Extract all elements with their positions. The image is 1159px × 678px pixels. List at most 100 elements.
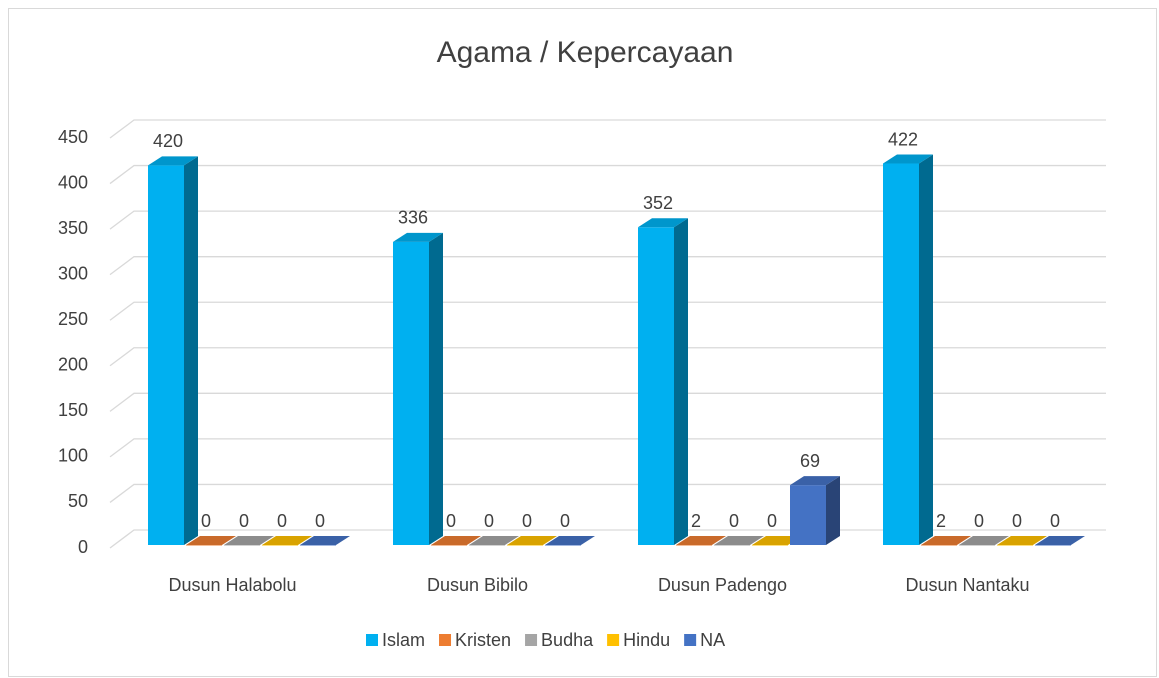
bar [469,545,505,546]
legend-label: Islam [382,630,425,650]
data-label: 0 [239,511,249,531]
bar-side [826,476,840,545]
legend-swatch [439,634,452,646]
legend-label: Kristen [455,630,511,650]
bar [545,545,581,546]
grid-line [109,347,1106,367]
y-tick-label: 400 [58,172,88,192]
bar [959,545,995,546]
data-label: 0 [484,511,494,531]
bar-top [545,536,595,545]
data-label: 0 [974,511,984,531]
y-tick-label: 350 [58,218,88,238]
y-tick-label: 300 [58,263,88,283]
bar-top [469,536,519,545]
bar [186,545,222,546]
data-label: 420 [153,131,183,151]
bar [997,545,1033,546]
bar [676,545,712,546]
bar-top [997,536,1047,545]
y-tick-label: 200 [58,355,88,375]
bar [790,485,826,545]
grid-line [109,210,1106,230]
x-tick-label: Dusun Bibilo [427,575,528,595]
y-tick-label: 0 [78,537,88,557]
bar-side [919,154,933,545]
legend-label: Hindu [623,630,670,650]
data-label: 422 [888,129,918,149]
data-label: 0 [522,511,532,531]
bar [714,545,750,546]
data-label: 0 [1012,511,1022,531]
y-tick-label: 50 [68,491,88,511]
y-tick-label: 250 [58,309,88,329]
grid-line [109,483,1106,503]
data-label: 336 [398,208,428,228]
bar-side [674,218,688,546]
y-tick-label: 150 [58,400,88,420]
bar-top [148,156,198,166]
grid-line [109,392,1106,412]
bar-top [959,536,1009,545]
bar [262,545,298,546]
legend-swatch [684,634,697,646]
grid-line [109,164,1106,185]
grid-line [109,119,1106,139]
x-tick-label: Dusun Halabolu [168,575,296,595]
chart-title: Agama / Kepercayaan [437,36,734,69]
data-label: 0 [315,511,325,531]
bar [300,545,336,546]
data-label: 352 [643,193,673,213]
legend-swatch [366,634,378,646]
data-label: 0 [201,511,211,531]
y-tick-label: 100 [58,446,88,466]
data-label: 0 [277,511,287,531]
data-label: 0 [729,511,739,531]
data-label: 69 [800,451,820,471]
bar-top [393,232,443,242]
bar-top [507,536,557,545]
bar [883,163,919,545]
legend-label: Budha [541,630,594,650]
bar [224,545,260,546]
legend-swatch [607,634,620,646]
bar [431,545,467,546]
bar [638,227,674,546]
grid-line [109,256,1106,276]
data-label: 0 [560,511,570,531]
bar-top [262,536,312,545]
bar [752,545,788,546]
bar-top [714,536,764,545]
bar-top [638,218,688,228]
data-label: 0 [446,511,456,531]
bar-side [429,232,443,545]
bar-top [1035,536,1085,545]
y-tick-label: 450 [58,127,88,147]
bar-top [921,536,971,545]
x-tick-label: Dusun Padengo [658,575,787,595]
grid-line [109,529,1106,549]
legend-swatch [525,634,538,646]
bar-top [431,536,481,545]
data-label: 2 [691,511,701,531]
bar-top [883,154,933,164]
bar-top [186,536,236,545]
bar-top [676,536,726,545]
bar [507,545,543,546]
grid-line [109,438,1106,458]
data-label: 2 [936,511,946,531]
data-label: 0 [1050,511,1060,531]
bar-top [300,536,350,545]
data-label: 0 [767,511,777,531]
grid-line [109,301,1106,321]
bar [1035,545,1071,546]
bar [921,545,957,546]
bar-top [224,536,274,545]
bar [393,241,429,545]
x-tick-label: Dusun Nantaku [905,575,1029,595]
bar-side [184,156,198,546]
legend-label: NA [700,630,725,650]
bar-top [752,536,802,545]
bar [148,165,184,546]
